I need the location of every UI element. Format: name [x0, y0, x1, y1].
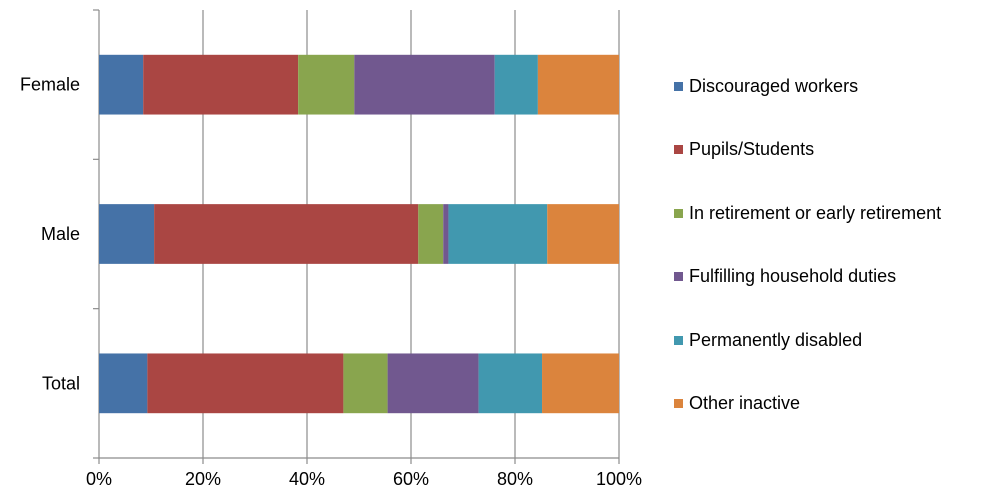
legend-item-pupils-students: Pupils/Students	[674, 138, 814, 162]
bar-total-other-inactive	[542, 353, 619, 414]
legend-item-in-retirement-or-early-retirement: In retirement or early retirement	[674, 201, 941, 225]
legend-swatch	[674, 81, 683, 91]
bar-total-fulfilling-household-duties	[387, 353, 479, 414]
x-tick-label: 40%	[289, 469, 325, 489]
chart-plot: 0% 20% 40% 60% 80% 100% Female Male Total	[20, 9, 642, 489]
bar-female-pupils-students	[143, 54, 299, 115]
legend-label: Permanently disabled	[689, 329, 863, 350]
legend: Discouraged workers Pupils/Students In ret…	[674, 0, 990, 492]
legend-swatch	[674, 335, 683, 345]
bar-male-pupils-students	[154, 204, 419, 264]
legend-swatch	[674, 399, 683, 408]
x-tick-label: 20%	[185, 469, 221, 489]
bar-female-other-inactive	[537, 54, 619, 115]
legend-label: In retirement or early retirement	[689, 202, 942, 223]
bar-total-permanently-disabled	[478, 353, 543, 414]
category-label-female: Female	[20, 75, 80, 95]
bar-female-in-retirement-or-early-retirement	[298, 54, 355, 115]
category-label-male: Male	[41, 224, 80, 244]
bar-female-discouraged-workers	[99, 54, 144, 115]
category-label-total: Total	[42, 373, 80, 393]
bar-male-permanently-disabled	[448, 204, 548, 264]
bar-female-permanently-disabled	[494, 54, 538, 115]
legend-swatch	[674, 208, 683, 218]
x-tick-label: 0%	[86, 469, 112, 489]
legend-swatch	[674, 145, 683, 154]
legend-item-permanently-disabled: Permanently disabled	[674, 328, 862, 352]
bar-total-pupils-students	[147, 353, 344, 414]
legend-item-other-inactive: Other inactive	[674, 392, 800, 416]
legend-label: Other inactive	[689, 393, 801, 413]
bar-male-discouraged-workers	[99, 204, 155, 264]
bar-male-other-inactive	[547, 204, 619, 264]
legend-item-fulfilling-household-duties: Fulfilling household duties	[674, 265, 896, 289]
x-tick-label: 80%	[497, 469, 533, 489]
bar-male-in-retirement-or-early-retirement	[418, 204, 444, 264]
bar-total-discouraged-workers	[99, 353, 148, 414]
x-tick-label: 60%	[393, 469, 429, 489]
bar-male-fulfilling-household-duties	[443, 204, 449, 264]
legend-swatch	[674, 272, 683, 281]
legend-label: Fulfilling household duties	[689, 266, 897, 286]
legend-label: Discouraged workers	[689, 75, 859, 96]
legend-label: Pupils/Students	[689, 139, 815, 159]
bar-female-fulfilling-household-duties	[354, 54, 495, 115]
legend-item-discouraged-workers: Discouraged workers	[674, 74, 858, 98]
x-tick-label: 100%	[596, 469, 642, 489]
bar-total-in-retirement-or-early-retirement	[343, 353, 388, 414]
